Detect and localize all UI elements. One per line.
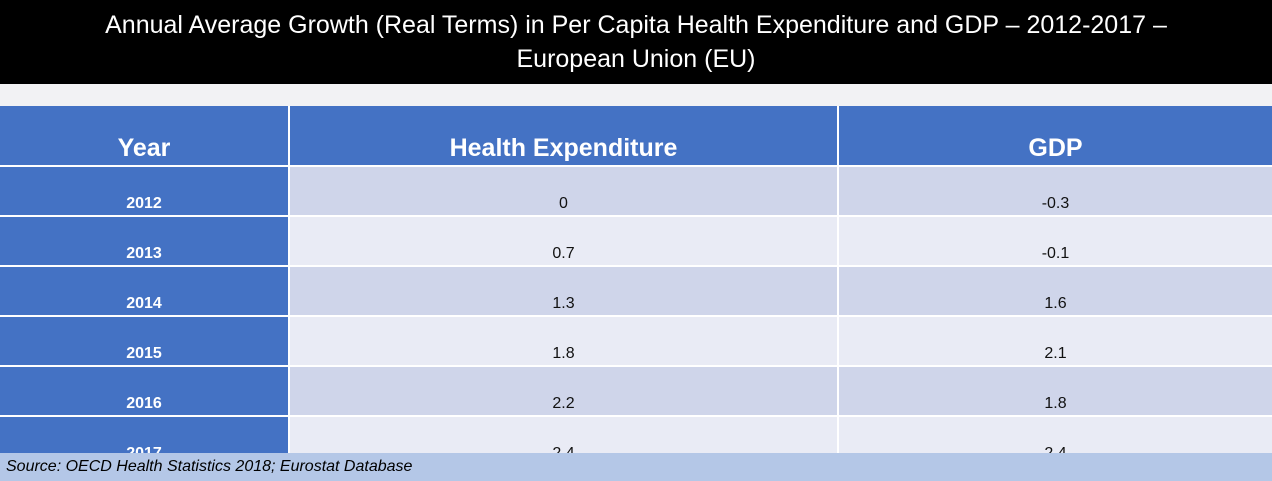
spacer-band [0,84,1272,106]
year-cell: 2013 [0,215,290,266]
source-note: Source: OECD Health Statistics 2018; Eur… [0,453,1272,481]
table-row: 2015 1.8 2.1 [0,315,1272,366]
slide-title: Annual Average Growth (Real Terms) in Pe… [0,0,1272,84]
gdp-cell: 1.8 [838,365,1272,416]
health-cell: 2.2 [289,365,839,416]
header-gdp: GDP [838,106,1272,166]
year-cell: 2015 [0,315,290,366]
table-header-row: Year Health Expenditure GDP [0,106,1272,166]
title-line-1: Annual Average Growth (Real Terms) in Pe… [105,11,1167,39]
title-line-2: European Union (EU) [516,45,756,73]
gdp-cell: -0.3 [838,165,1272,216]
table-row: 2013 0.7 -0.1 [0,215,1272,266]
table-row: 2014 1.3 1.6 [0,265,1272,316]
gdp-cell: 2.1 [838,315,1272,366]
year-cell: 2016 [0,365,290,416]
header-health-expenditure: Health Expenditure [289,106,839,166]
header-year: Year [0,106,290,166]
year-cell: 2012 [0,165,290,216]
table-row: 2016 2.2 1.8 [0,365,1272,416]
gdp-cell: 1.6 [838,265,1272,316]
year-cell: 2014 [0,265,290,316]
health-cell: 0 [289,165,839,216]
growth-table: Year Health Expenditure GDP 2012 0 -0.3 … [0,106,1272,465]
gdp-cell: -0.1 [838,215,1272,266]
table-row: 2012 0 -0.3 [0,165,1272,216]
health-cell: 1.8 [289,315,839,366]
health-cell: 1.3 [289,265,839,316]
health-cell: 0.7 [289,215,839,266]
